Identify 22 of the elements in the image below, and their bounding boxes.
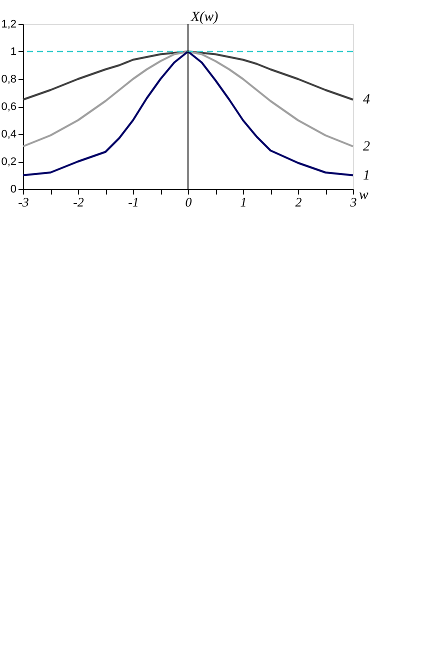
x-tick-label: 2 (295, 194, 302, 210)
x-tick-label: 1 (240, 194, 247, 210)
line-series (22, 50, 354, 148)
x-tick-label: -1 (128, 194, 139, 210)
series-label: 1 (363, 168, 370, 184)
x-tick-label: 3 (349, 194, 358, 210)
y-tick-label: 0,2 (1, 156, 16, 168)
y-tick-label: 0 (10, 184, 16, 196)
x-axis-title: w (359, 188, 369, 203)
y-tick-label: 0,8 (1, 74, 16, 86)
x-tick-label: -2 (73, 194, 84, 210)
y-tick-label: 1,2 (1, 18, 16, 30)
x-tick-label: -3 (18, 194, 30, 210)
y-tick-label: 0,6 (1, 101, 16, 113)
series-label: 4 (363, 92, 370, 108)
series-label: 2 (363, 139, 370, 154)
x-tick-label: 0 (185, 194, 192, 210)
line-series (22, 50, 354, 176)
line-series (22, 50, 354, 101)
y-tick-label: 0,4 (1, 128, 16, 140)
y-axis-title: X(w) (190, 10, 219, 25)
y-tick-label: 1 (10, 46, 16, 58)
